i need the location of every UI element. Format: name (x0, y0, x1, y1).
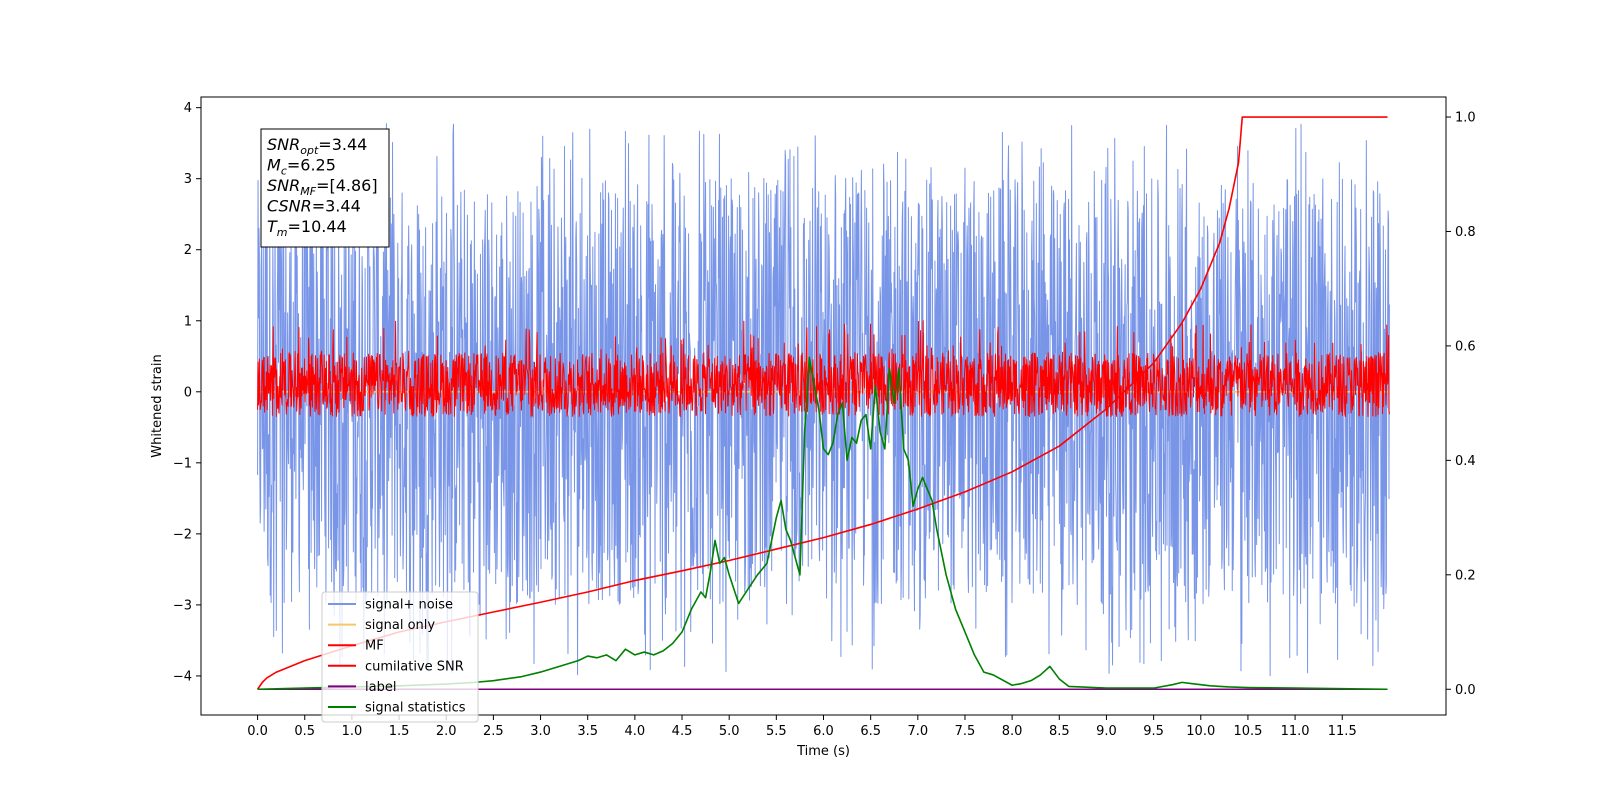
y-axis-label-left: Whitened strain (150, 354, 165, 457)
series-line-5 (257, 356, 1388, 691)
x-tick-label-0: 0.0 (247, 724, 268, 739)
y-right-tick-label-5: 1.0 (1455, 111, 1476, 126)
y-left-tick-label-5: 1 (184, 314, 192, 329)
annotation-line-2: SNRMF=[4.86] (267, 176, 378, 198)
annotation-symbol-0: SNR (267, 135, 300, 154)
annotation-subscript-2: MF (300, 185, 316, 198)
x-tick-label-11: 5.5 (766, 724, 787, 739)
x-tick-label-21: 10.5 (1233, 724, 1262, 739)
annotation-value-0: =3.44 (318, 135, 367, 154)
annotation-symbol-2: SNR (267, 176, 300, 195)
x-tick-label-18: 9.0 (1096, 724, 1117, 739)
x-tick-label-7: 3.5 (577, 724, 598, 739)
y-axis-right: 0.0 0.2 0.4 0.6 0.8 1.0 (1446, 111, 1476, 698)
x-tick-label-1: 0.5 (294, 724, 315, 739)
x-tick-label-17: 8.5 (1049, 724, 1070, 739)
y-left-tick-label-7: 3 (184, 172, 192, 187)
x-tick-label-8: 4.0 (625, 724, 646, 739)
annotation-symbol-4: T (267, 217, 278, 236)
x-tick-label-5: 2.5 (483, 724, 504, 739)
annotation-value-3: =3.44 (312, 197, 361, 216)
legend-label-3: cumilative SNR (365, 659, 464, 674)
x-tick-label-10: 5.0 (719, 724, 740, 739)
x-tick-label-6: 3.0 (530, 724, 551, 739)
x-tick-label-2: 1.0 (342, 724, 363, 739)
annotation-frame (260, 128, 390, 248)
legend: signal+ noise signal only MF cumilative SNR… (321, 591, 479, 723)
y-right-tick-label-1: 0.2 (1455, 568, 1476, 583)
annotation-subscript-1: c (281, 165, 287, 178)
y-left-tick-label-4: 0 (184, 385, 192, 400)
legend-label-0: signal+ noise (365, 598, 453, 613)
x-tick-label-9: 4.5 (672, 724, 693, 739)
annotation-line-3: CSNR=3.44 (267, 197, 361, 216)
annotation-line-4: Tm=10.44 (267, 217, 347, 239)
legend-label-1: signal only (365, 618, 435, 633)
y-left-tick-label-6: 2 (184, 243, 192, 258)
legend-frame (321, 591, 479, 723)
y-right-tick-label-4: 0.8 (1455, 225, 1476, 240)
y-left-tick-label-2: −2 (173, 527, 192, 542)
x-tick-label-19: 9.5 (1143, 724, 1164, 739)
x-axis: 0.0 0.5 1.0 1.5 2.0 2.5 3.0 3.5 4.0 4.5 5.0 5.5 6.0 6… (247, 715, 1357, 739)
x-tick-label-23: 11.5 (1328, 724, 1357, 739)
annotation-symbol-3: CSNR (267, 197, 312, 216)
x-tick-label-4: 2.0 (436, 724, 457, 739)
series-line-2 (257, 320, 1390, 418)
y-right-tick-label-0: 0.0 (1455, 683, 1476, 698)
annotation-symbol-1: M (267, 156, 281, 175)
annotation-value-1: =6.25 (287, 156, 336, 175)
x-axis-label: Time (s) (796, 744, 850, 759)
y-right-tick-label-2: 0.4 (1455, 454, 1476, 469)
y-left-tick-label-8: 4 (184, 101, 192, 116)
y-left-tick-label-1: −3 (173, 598, 192, 613)
y-left-tick-label-3: −1 (173, 456, 192, 471)
y-left-tick-label-0: −4 (173, 669, 192, 684)
annotation-line-0: SNRopt=3.44 (267, 135, 367, 157)
series-line-0 (257, 123, 1390, 677)
annotation-subscript-0: opt (300, 144, 319, 157)
annotation-value-4: =10.44 (288, 217, 347, 236)
x-tick-label-14: 7.0 (907, 724, 928, 739)
y-axis-left: −4 −3 −2 −1 0 1 2 3 4 (173, 101, 201, 684)
annotation-box: SNRopt=3.44Mc=6.25SNRMF=[4.86]CSNR=3.44T… (260, 128, 390, 248)
x-tick-label-22: 11.0 (1281, 724, 1310, 739)
x-tick-label-3: 1.5 (389, 724, 410, 739)
annotation-line-1: Mc=6.25 (267, 156, 336, 178)
legend-label-2: MF (365, 639, 384, 654)
x-tick-label-20: 10.0 (1186, 724, 1215, 739)
annotation-subscript-4: m (277, 226, 288, 239)
legend-label-4: label (365, 680, 396, 695)
annotation-value-2: =[4.86] (316, 176, 378, 195)
x-tick-label-15: 7.5 (955, 724, 976, 739)
x-tick-label-12: 6.0 (813, 724, 834, 739)
x-tick-label-16: 8.0 (1002, 724, 1023, 739)
x-tick-label-13: 6.5 (860, 724, 881, 739)
y-right-tick-label-3: 0.6 (1455, 339, 1476, 354)
legend-label-5: signal statistics (365, 701, 466, 716)
